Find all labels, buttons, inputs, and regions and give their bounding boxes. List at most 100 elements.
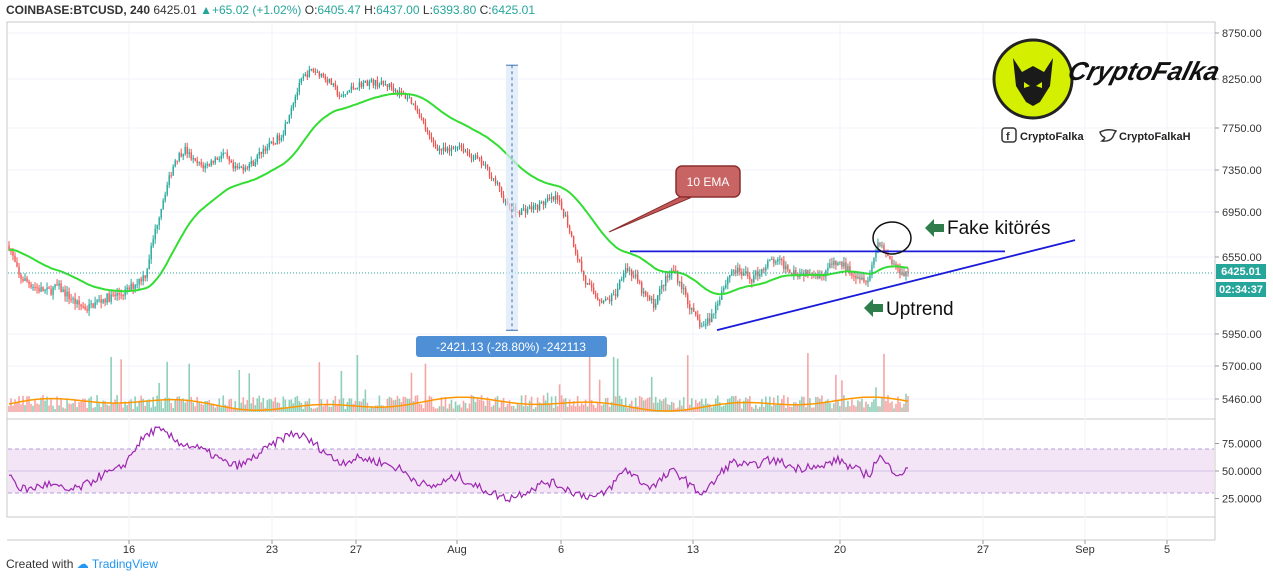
candle-body [364,80,367,83]
candle-body [404,94,407,99]
volume-bar [540,403,543,412]
volume-bar [374,405,377,412]
volume-bar [190,396,193,412]
volume-bar [835,374,837,412]
price-axis-label: 6550.00 [1222,252,1262,264]
candle-body [647,295,649,297]
volume-bar [763,406,765,412]
candle-body [242,166,244,171]
volume-bar [574,406,577,412]
candle-body [340,96,343,98]
volume-bar [260,402,263,412]
candle-body [542,201,545,206]
candle-body [186,146,188,155]
candle-body [568,225,571,233]
volume-bar [180,400,182,412]
candle-body [695,311,697,315]
volume-bar [210,403,213,412]
candle-body [524,208,527,213]
volume-bar [839,406,841,412]
candle-body [196,160,198,164]
price-axis-label: 5700.00 [1222,361,1262,373]
candle-body [38,288,40,292]
volume-bar [500,401,503,412]
volume-bar [244,404,247,412]
candle-body [66,291,68,297]
open-value: 6405.47 [317,3,361,17]
candle-body [719,299,721,304]
candle-body [687,294,689,305]
candle-body [368,81,371,86]
candle-body [817,274,819,279]
volume-bar [759,406,761,412]
volume-bar [344,408,347,412]
volume-bar [318,362,321,412]
tradingview-cloud-icon[interactable]: ☁ [76,557,89,571]
volume-bar [668,404,671,412]
candle-body [432,139,435,143]
candle-body [306,74,309,78]
candle-body [478,157,481,159]
volume-bar [598,379,601,412]
candle-body [554,195,557,200]
volume-bar [761,399,763,412]
volume-bar [226,405,229,412]
volume-bar [254,405,257,412]
volume-bar [312,408,315,412]
candle-body [280,137,283,141]
candle-body [82,306,84,308]
candle-body [460,145,463,148]
price-axis-label: 5460.00 [1222,394,1262,406]
candle-body [753,275,755,283]
volume-bar [905,393,907,412]
candle-body [600,300,603,303]
volume-bar [831,408,833,412]
volume-bar [773,397,775,412]
candle-body [456,147,459,149]
volume-bar [172,408,174,412]
volume-bar [779,405,781,412]
volume-bar [378,395,381,412]
candle-body [843,262,845,267]
volume-bar [538,402,541,412]
volume-bar [240,402,243,412]
tradingview-link[interactable]: TradingView [91,557,158,571]
candle-body [532,205,535,210]
candle-body [795,270,797,276]
candle-body [903,272,905,277]
candle-body [286,122,289,124]
volume-bar [174,400,176,412]
candle-body [891,259,893,265]
volume-bar [646,397,649,412]
cryptofalka-logo: CryptoFalka f CryptoFalka CryptoFalkaH [992,38,1223,143]
volume-bar [466,408,469,412]
candle-body [825,270,827,277]
volume-bar [228,399,231,412]
volume-bar [692,407,695,412]
candle-body [102,299,104,303]
volume-bar [158,382,160,412]
volume-bar [102,400,104,412]
volume-bar [336,405,339,412]
candle-body [464,151,467,153]
volume-bar [168,397,170,412]
candle-body [222,152,224,156]
volume-bar [454,401,457,412]
fake-breakout-arrow-icon [925,219,944,237]
candle-body [240,166,242,168]
candle-body [312,69,315,72]
volume-bar [314,408,317,412]
candle-body [84,306,86,310]
volume-bar [74,400,76,412]
volume-bar [372,407,375,412]
candle-body [246,167,248,169]
candle-body [574,247,577,254]
up-arrow-icon: ▲ [200,3,212,17]
volume-bar [186,399,188,412]
candle-body [488,167,491,177]
candle-body [875,252,877,258]
candle-body [36,287,38,289]
candle-body [452,147,455,149]
volume-bar [412,401,415,412]
